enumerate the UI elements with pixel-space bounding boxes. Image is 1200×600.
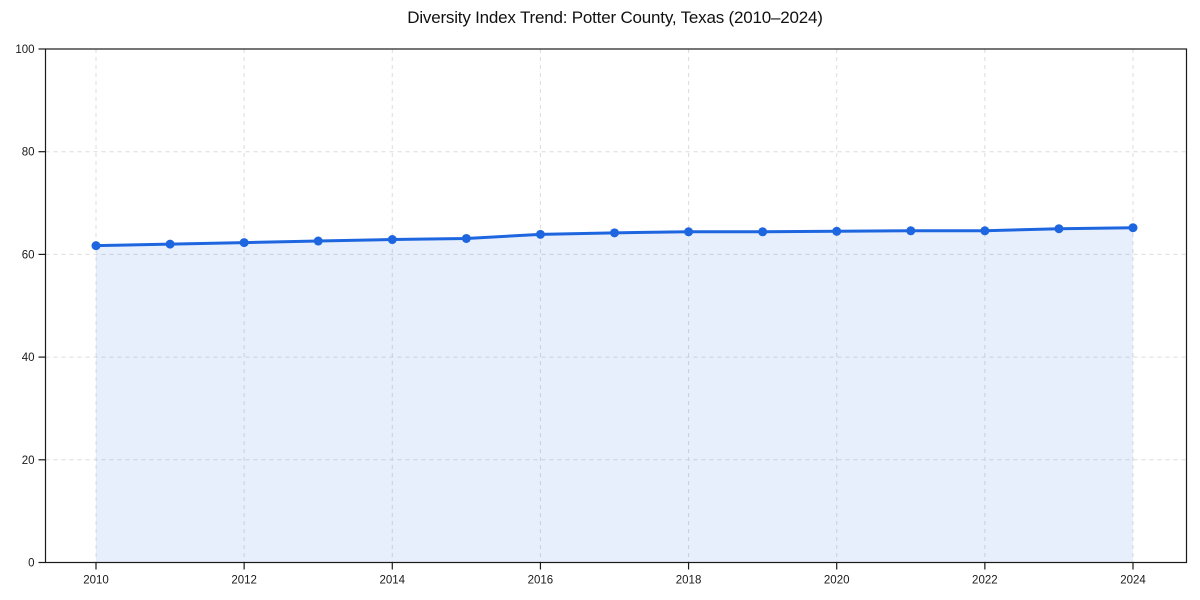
data-point <box>906 226 916 236</box>
data-point <box>313 236 323 246</box>
data-point <box>610 228 619 238</box>
x-tick-label: 2024 <box>1120 575 1146 587</box>
chart-title: Diversity Index Trend: Potter County, Te… <box>407 8 823 27</box>
data-point <box>832 226 842 236</box>
data-point <box>165 239 175 249</box>
data-point <box>684 227 694 237</box>
y-tick-label: 0 <box>28 558 34 570</box>
data-point <box>387 235 397 245</box>
data-point <box>1128 223 1138 233</box>
x-tick-label: 2022 <box>972 575 998 587</box>
data-point <box>758 227 768 237</box>
data-point <box>461 233 471 243</box>
x-tick-label: 2014 <box>379 575 405 587</box>
x-tick-label: 2012 <box>231 575 257 587</box>
data-point <box>91 241 101 251</box>
data-point <box>535 229 545 239</box>
data-point <box>980 226 990 236</box>
plot-border <box>44 48 1188 564</box>
y-tick-label: 40 <box>22 352 35 364</box>
data-point <box>1054 224 1064 234</box>
y-tick-label: 80 <box>22 147 35 159</box>
data-point <box>239 238 249 248</box>
y-tick-label: 60 <box>22 249 35 261</box>
x-tick-label: 2018 <box>676 575 702 587</box>
x-tick-label: 2020 <box>824 575 850 587</box>
x-tick-label: 2016 <box>528 575 554 587</box>
y-tick-label: 20 <box>22 455 35 467</box>
x-tick-label: 2010 <box>83 575 109 587</box>
area-fill <box>96 227 1133 563</box>
y-tick-label: 100 <box>15 44 34 56</box>
